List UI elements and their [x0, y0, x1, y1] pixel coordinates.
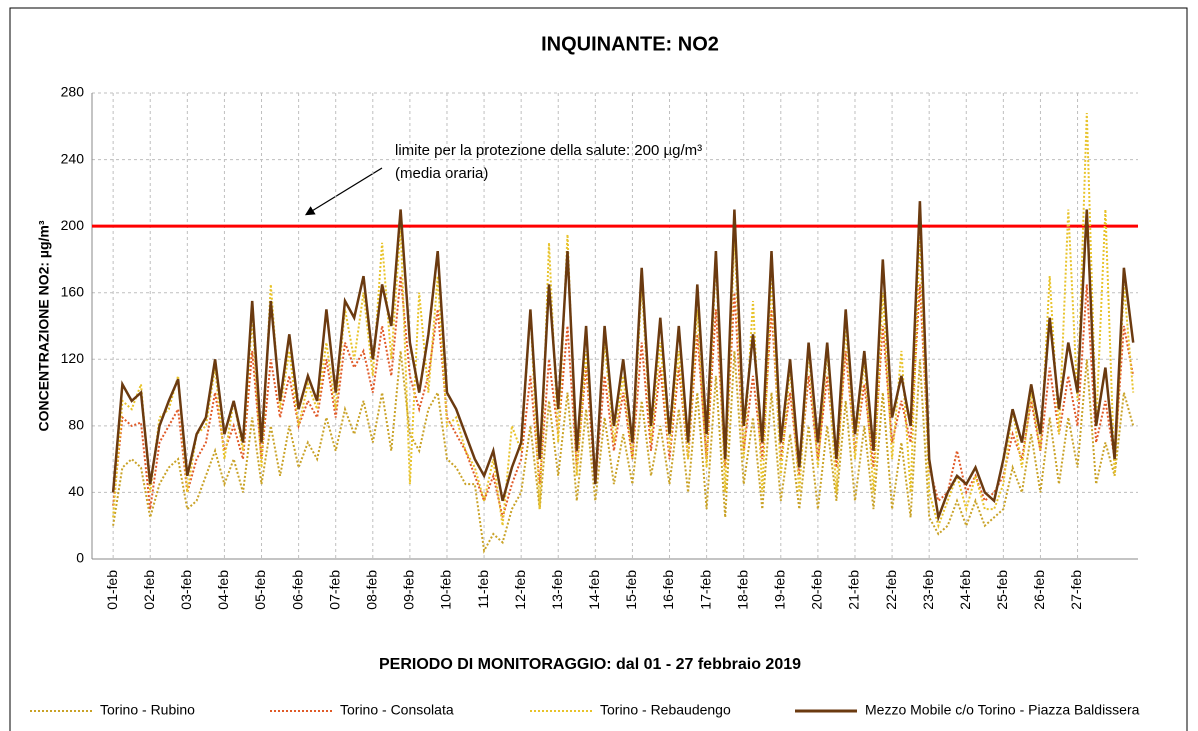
x-tick-label: 11-feb [475, 570, 491, 609]
y-axis-label: CONCENTRAZIONE NO2: µg/m³ [36, 220, 52, 431]
x-tick-label: 14-feb [586, 570, 602, 610]
annotation: limite per la protezione della salute: 2… [395, 142, 702, 159]
x-tick-label: 03-feb [178, 570, 194, 610]
annotation-arrow [304, 167, 383, 216]
x-tick-label: 13-feb [549, 570, 565, 610]
x-tick-label: 04-feb [215, 570, 231, 610]
chart-border [9, 7, 1188, 731]
y-tick-label: 0 [76, 550, 84, 566]
x-tick-label: 27-feb [1068, 570, 1084, 610]
x-tick-label: 16-feb [660, 570, 676, 610]
x-tick-label: 20-feb [809, 570, 825, 610]
legend-label: Torino - Rebaudengo [600, 702, 731, 718]
x-tick-label: 19-feb [772, 570, 788, 610]
x-tick-label: 25-feb [994, 570, 1010, 610]
x-axis-label: PERIODO DI MONITORAGGIO: dal 01 - 27 feb… [379, 656, 801, 673]
series-line [111, 201, 1135, 523]
x-tick-label: 15-feb [623, 570, 639, 610]
y-tick-label: 160 [61, 283, 85, 299]
legend-label: Mezzo Mobile c/o Torino - Piazza Baldiss… [865, 702, 1140, 718]
legend-label: Torino - Rubino [100, 702, 195, 718]
x-tick-label: 23-feb [920, 570, 936, 610]
series-line [112, 276, 1135, 518]
y-tick-label: 240 [61, 150, 85, 166]
x-tick-label: 12-feb [512, 570, 528, 610]
y-tick-label: 80 [68, 417, 84, 433]
x-tick-label: 05-feb [252, 570, 268, 610]
x-tick-label: 01-feb [104, 570, 120, 610]
x-tick-label: 09-feb [401, 570, 417, 610]
series-line [112, 350, 1135, 554]
x-tick-label: 21-feb [846, 570, 862, 610]
x-tick-label: 10-feb [438, 570, 454, 610]
annotation: (media oraria) [395, 165, 488, 182]
x-tick-label: 02-feb [141, 570, 157, 610]
x-tick-label: 24-feb [957, 570, 973, 610]
x-tick-label: 22-feb [883, 570, 899, 610]
series-line [112, 112, 1135, 529]
x-tick-label: 18-feb [734, 570, 750, 610]
legend-label: Torino - Consolata [340, 702, 454, 718]
x-tick-label: 08-feb [363, 570, 379, 610]
x-tick-label: 17-feb [697, 570, 713, 610]
y-tick-label: 40 [68, 483, 84, 499]
y-tick-label: 200 [61, 217, 85, 233]
y-tick-label: 120 [61, 350, 85, 366]
x-tick-label: 06-feb [289, 570, 305, 610]
y-tick-label: 280 [61, 84, 85, 100]
x-tick-label: 07-feb [326, 570, 342, 610]
x-tick-label: 26-feb [1031, 570, 1047, 610]
chart-title: INQUINANTE: NO2 [541, 33, 719, 55]
